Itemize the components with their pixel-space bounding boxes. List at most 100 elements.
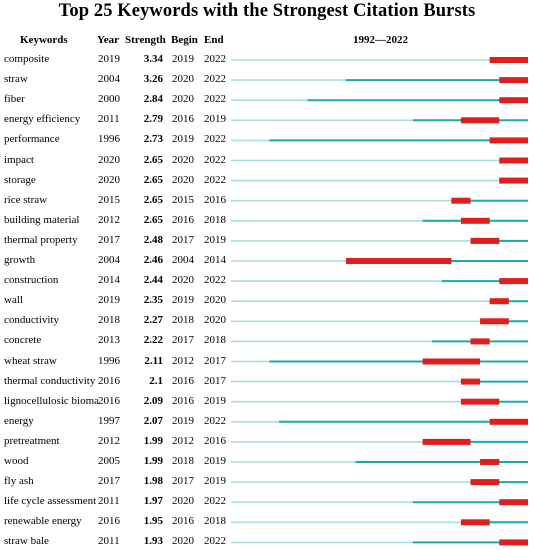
burst-bar xyxy=(460,519,490,526)
end-cell: 2018 xyxy=(204,213,226,226)
end-cell: 2022 xyxy=(204,414,226,427)
burst-bar xyxy=(499,77,528,84)
begin-cell: 2020 xyxy=(172,274,194,287)
strength-cell: 2.46 xyxy=(143,254,163,266)
strength-cell: 2.48 xyxy=(143,233,163,246)
year-cell: 2019 xyxy=(98,53,120,65)
keyword-cell: lignocellulosic bioma xyxy=(4,394,100,407)
begin-cell: 2016 xyxy=(172,515,194,528)
strength-cell: 2.65 xyxy=(143,173,163,186)
keyword-cell: storage xyxy=(4,173,36,186)
begin-cell: 2020 xyxy=(172,153,194,166)
keyword-cell: impact xyxy=(4,153,34,166)
end-cell: 2019 xyxy=(204,455,226,467)
end-cell: 2022 xyxy=(204,535,226,548)
strength-cell: 2.44 xyxy=(143,274,163,287)
end-cell: 2022 xyxy=(204,495,226,508)
year-cell: 2011 xyxy=(98,535,120,548)
burst-bar xyxy=(489,298,509,305)
keyword-cell: straw bale xyxy=(4,535,49,548)
strength-cell: 1.95 xyxy=(143,515,163,528)
keyword-cell: pretreatment xyxy=(4,434,60,447)
year-cell: 2016 xyxy=(98,374,120,387)
strength-cell: 2.35 xyxy=(143,294,163,307)
year-cell: 1997 xyxy=(98,414,120,427)
strength-cell: 2.11 xyxy=(144,354,163,367)
burst-bar xyxy=(460,378,481,385)
end-cell: 2022 xyxy=(204,73,226,86)
end-cell: 2019 xyxy=(204,394,226,407)
strength-cell: 3.26 xyxy=(143,73,163,86)
year-cell: 2005 xyxy=(98,455,120,467)
begin-cell: 2017 xyxy=(172,233,194,246)
strength-cell: 1.99 xyxy=(143,434,163,447)
strength-cell: 1.97 xyxy=(143,495,163,508)
chart-title: Top 25 Keywords with the Strongest Citat… xyxy=(58,1,476,21)
keyword-cell: performance xyxy=(4,133,60,146)
end-cell: 2018 xyxy=(204,334,226,347)
end-cell: 2014 xyxy=(204,254,226,266)
end-cell: 2019 xyxy=(204,113,226,126)
year-cell: 2019 xyxy=(98,294,120,307)
burst-bar xyxy=(499,157,528,164)
end-cell: 2019 xyxy=(204,233,226,246)
strength-cell: 2.65 xyxy=(143,213,163,226)
keyword-cell: wood xyxy=(4,455,29,467)
burst-bar xyxy=(422,438,471,445)
end-cell: 2022 xyxy=(204,93,226,106)
year-cell: 2016 xyxy=(98,515,120,528)
keyword-cell: fly ash xyxy=(4,475,34,488)
year-cell: 2017 xyxy=(98,233,120,246)
burst-bar xyxy=(460,117,500,124)
begin-cell: 2019 xyxy=(172,133,194,146)
keyword-cell: life cycle assessment xyxy=(4,495,97,508)
strength-cell: 1.99 xyxy=(143,455,163,467)
begin-cell: 2020 xyxy=(172,73,194,86)
end-cell: 2017 xyxy=(204,374,226,387)
burst-bar xyxy=(499,499,528,506)
strength-cell: 3.34 xyxy=(143,53,163,65)
header-keywords: Keywords xyxy=(20,34,68,46)
end-cell: 2018 xyxy=(204,515,226,528)
end-cell: 2020 xyxy=(204,314,226,327)
end-cell: 2022 xyxy=(204,274,226,287)
begin-cell: 2016 xyxy=(172,213,194,226)
burst-bar xyxy=(470,338,490,345)
burst-bar xyxy=(480,459,500,465)
year-cell: 2020 xyxy=(98,173,120,186)
end-cell: 2016 xyxy=(204,434,226,447)
strength-cell: 2.73 xyxy=(143,133,163,146)
year-cell: 2004 xyxy=(98,73,120,86)
strength-cell: 2.84 xyxy=(143,93,163,106)
begin-cell: 2020 xyxy=(172,535,194,548)
keyword-cell: renewable energy xyxy=(4,515,82,528)
begin-cell: 2020 xyxy=(172,495,194,508)
keyword-cell: building material xyxy=(4,213,80,226)
begin-cell: 2012 xyxy=(172,354,194,367)
strength-cell: 1.98 xyxy=(143,475,163,488)
year-cell: 2011 xyxy=(98,113,120,126)
keyword-cell: energy xyxy=(4,414,34,427)
keyword-cell: straw xyxy=(4,73,28,86)
end-cell: 2022 xyxy=(204,133,226,146)
begin-cell: 2016 xyxy=(172,374,194,387)
begin-cell: 2016 xyxy=(172,113,194,126)
end-cell: 2022 xyxy=(204,53,226,65)
begin-cell: 2018 xyxy=(172,455,194,467)
begin-cell: 2012 xyxy=(172,434,194,447)
strength-cell: 2.22 xyxy=(143,334,163,347)
begin-cell: 2015 xyxy=(172,193,194,206)
header-end: End xyxy=(204,34,224,46)
year-cell: 2018 xyxy=(98,314,120,327)
keyword-cell: fiber xyxy=(4,93,25,106)
strength-cell: 2.65 xyxy=(143,193,163,206)
strength-cell: 2.65 xyxy=(143,153,163,166)
keyword-cell: thermal property xyxy=(4,233,78,246)
burst-bar xyxy=(499,177,528,184)
year-cell: 2012 xyxy=(98,434,120,447)
keyword-cell: composite xyxy=(4,53,50,65)
header-year: Year xyxy=(97,34,119,46)
burst-bar xyxy=(451,197,471,204)
year-cell: 2013 xyxy=(98,334,120,347)
